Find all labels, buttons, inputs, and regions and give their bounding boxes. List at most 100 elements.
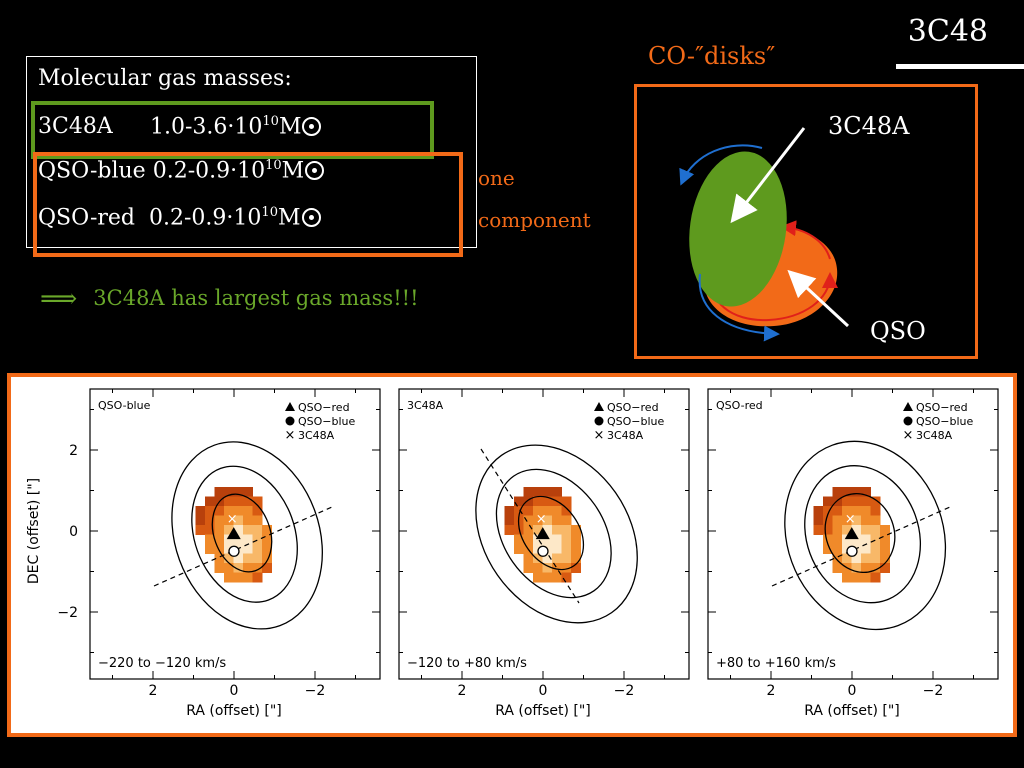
heat-pixel [523,496,534,507]
legend-cross-icon: × [903,428,914,443]
panel-name: QSO-blue [98,399,151,412]
heat-pixel [205,544,215,554]
mass-row-exp: 10 [262,114,279,129]
heat-pixel [870,544,881,554]
heat-pixel [561,572,572,583]
x-tick-label: 2 [767,683,776,699]
heat-pixel [571,544,581,554]
map-panel-2: 2 0 −2RA (offset) ["]×3C48A−120 to +80 km/… [398,388,690,719]
heat-pixel [224,496,234,507]
heat-pixel [205,515,215,526]
heat-pixel [542,496,553,507]
heat-pixel [214,563,225,573]
heat-pixel [195,515,206,526]
heat-pixel [880,563,890,573]
panel-velocity: −120 to +80 km/s [407,656,527,671]
heat-pixel [561,553,572,564]
heat-pixel [851,525,862,535]
contour-line [495,468,612,599]
heat-pixel [523,534,534,545]
mass-row-exp: 10 [261,205,278,220]
legend-entry: QSO−blue [607,415,665,428]
heat-pixel [533,506,543,516]
heat-pixel [243,496,253,507]
heat-pixel [552,553,562,564]
mass-row-exp: 10 [265,158,282,173]
heat-pixel [533,487,543,497]
heat-pixel [533,534,543,545]
heat-pixel [851,563,862,573]
pointer-arrow-qso [787,269,850,328]
heat-pixel [233,534,244,545]
dashed-axis-line [153,506,333,587]
x-tick-label: 0 [848,683,857,699]
heat-pixel [262,563,272,573]
slide-title: 3C48 [907,14,988,49]
heat-pixel [252,544,263,554]
marker-qso-blue [228,545,240,557]
heat-pixel [861,534,871,545]
heat-pixel [205,496,215,507]
y-tick-label: −2 [57,605,78,621]
component-note-line1: one [478,166,515,190]
marker-qso-blue [846,545,858,557]
y-axis-label: DEC (offset) ["] [26,478,42,584]
contour-line [191,465,298,603]
heat-pixel [224,572,234,583]
heat-pixel [571,553,581,564]
heat-pixel [552,563,562,573]
heat-pixel [243,525,253,535]
heat-pixel [861,525,871,535]
heat-pixel [571,534,581,545]
contour-line [475,444,638,624]
heat-pixel [252,506,263,516]
heat-pixel [224,534,234,545]
panel-velocity: +80 to +160 km/s [716,656,836,671]
heat-pixel [552,515,562,526]
heat-pixel [205,506,215,516]
heat-pixel [233,553,244,564]
legend-entry: QSO−blue [916,415,974,428]
heat-pixel [243,563,253,573]
heat-pixel [214,544,225,554]
heat-pixel [861,506,871,516]
legend-entry: QSO−blue [298,415,356,428]
heat-pixel [252,534,263,545]
heat-pixel [533,515,543,526]
heat-pixel [262,544,272,554]
mass-row-value: 0.2-0.9·10 [152,158,266,184]
heat-pixel [243,515,253,526]
label-3c48a: 3C48A [828,112,910,140]
heat-pixel [233,572,244,583]
marker-qso-red [844,527,859,540]
heat-pixel [243,572,253,583]
heat-pixel [813,506,824,516]
heat-pixel [870,515,881,526]
heat-pixel [243,553,253,564]
heat-pixel [205,534,215,545]
heat-pixel [523,506,534,516]
contour-line [517,495,585,571]
legend-triangle-icon [903,402,913,411]
heat-pixel [224,506,234,516]
heat-pixel [533,496,543,507]
heat-pixel [262,525,272,535]
mass-row-3c48a: 3C48A 1.0-3.6·1010M [38,114,322,139]
heat-pixel [533,525,543,535]
heat-pixel [243,534,253,545]
co-disks-title: CO-″disks″ [648,42,776,70]
x-tick-label: 2 [458,683,467,699]
heat-pixel [243,544,253,554]
heat-pixel [552,506,562,516]
heat-pixel [252,553,263,564]
heat-pixel [233,487,244,497]
heat-pixel [195,525,206,535]
heat-pixel [542,515,553,526]
heat-pixel [832,515,843,526]
legend-entry: 3C48A [607,429,644,442]
marker-3c48a-cross: × [227,512,238,527]
heat-pixel [823,515,833,526]
heat-pixel [542,553,553,564]
mass-row-unit: M [281,158,305,184]
heat-pixel [504,525,515,535]
